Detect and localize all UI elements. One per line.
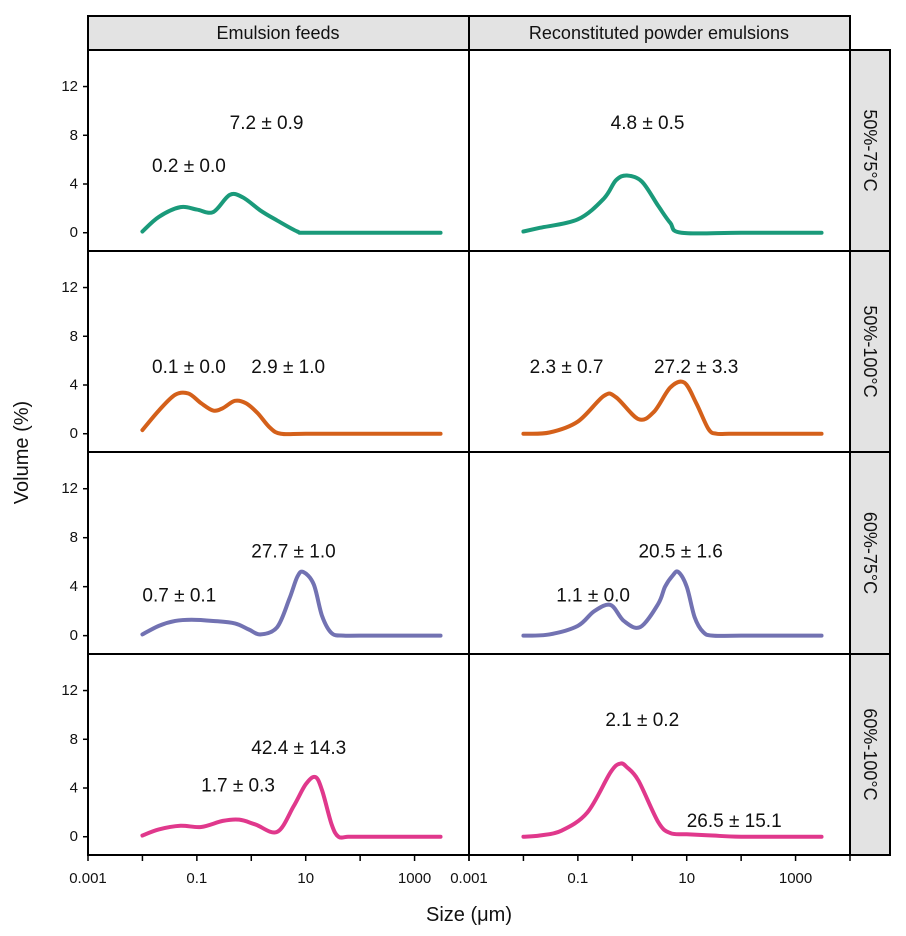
peak-annotation: 0.1 ± 0.0 <box>152 357 226 378</box>
row-strip-60-100: 60%-100°C <box>849 653 891 856</box>
y-tick-label: 8 <box>70 127 78 144</box>
y-tick-label: 4 <box>70 377 78 394</box>
row-strip-label: 60%-75°C <box>860 512 880 594</box>
y-tick-label: 0 <box>70 224 78 241</box>
y-tick-label: 0 <box>70 425 78 442</box>
row-strip-label: 60%-100°C <box>860 708 880 800</box>
y-tick-label: 8 <box>70 529 78 546</box>
distribution-curve <box>521 569 824 638</box>
y-tick-label: 4 <box>70 578 78 595</box>
x-tick-label: 0.001 <box>450 870 488 887</box>
y-tick-label: 4 <box>70 780 78 797</box>
peak-annotation: 1.1 ± 0.0 <box>556 585 630 606</box>
x-tick-label: 10 <box>678 870 695 887</box>
peak-annotation: 1.7 ± 0.3 <box>201 776 275 797</box>
x-tick-label: 1000 <box>779 870 812 887</box>
row-strip-60-75: 60%-75°C <box>849 451 891 655</box>
distribution-curve <box>140 191 443 235</box>
peak-annotation: 2.1 ± 0.2 <box>605 710 679 731</box>
distribution-curve <box>521 761 824 839</box>
row-strip-label: 50%-100°C <box>860 305 880 397</box>
y-axes: 0 4 8 12 0 4 8 12 0 4 8 12 0 4 8 12 <box>61 78 88 845</box>
row-strip-label: 50%-75°C <box>860 109 880 191</box>
distribution-curve <box>521 379 824 437</box>
peak-annotation: 42.4 ± 14.3 <box>251 738 346 759</box>
column-strip-label: Reconstituted powder emulsions <box>529 23 789 43</box>
column-strip-emulsion-feeds: Emulsion feeds <box>87 15 470 51</box>
distribution-curve <box>140 774 443 840</box>
peak-annotation: 2.3 ± 0.7 <box>530 357 604 378</box>
x-tick-label: 0.1 <box>567 870 588 887</box>
column-strip-reconstituted-powder-emulsions: Reconstituted powder emulsions <box>468 15 851 51</box>
y-tick-label: 12 <box>61 78 78 95</box>
distribution-curves <box>140 173 824 840</box>
peak-annotation: 0.2 ± 0.0 <box>152 156 226 177</box>
column-strip-label: Emulsion feeds <box>216 23 339 43</box>
y-tick-label: 8 <box>70 328 78 345</box>
y-tick-label: 12 <box>61 279 78 296</box>
x-tick-label: 0.1 <box>186 870 207 887</box>
x-axis-title: Size (μm) <box>426 904 512 926</box>
y-tick-label: 12 <box>61 480 78 497</box>
peak-annotation: 2.9 ± 1.0 <box>251 357 325 378</box>
y-tick-label: 8 <box>70 731 78 748</box>
peak-annotation: 27.7 ± 1.0 <box>251 541 335 562</box>
y-axis-title: Volume (%) <box>11 401 33 504</box>
distribution-curve <box>140 390 443 437</box>
row-strip-50-75: 50%-75°C <box>849 49 891 252</box>
y-tick-label: 4 <box>70 176 78 193</box>
x-tick-label: 0.001 <box>69 870 107 887</box>
y-tick-label: 12 <box>61 682 78 699</box>
peak-annotation: 4.8 ± 0.5 <box>611 113 685 134</box>
y-tick-label: 0 <box>70 828 78 845</box>
row-strip-50-100: 50%-100°C <box>849 250 891 453</box>
x-axes: 0.001 0.1 10 1000 0.001 0.1 10 1000 <box>69 855 851 887</box>
x-tick-label: 10 <box>297 870 314 887</box>
y-tick-label: 0 <box>70 627 78 644</box>
peak-annotation: 0.7 ± 0.1 <box>142 585 216 606</box>
peak-annotation: 27.2 ± 3.3 <box>654 357 738 378</box>
peak-annotation: 26.5 ± 15.1 <box>687 811 782 832</box>
peak-annotation: 7.2 ± 0.9 <box>230 113 304 134</box>
peak-annotation: 20.5 ± 1.6 <box>638 541 722 562</box>
peak-annotations: 0.2 ± 0.0 7.2 ± 0.9 4.8 ± 0.5 0.1 ± 0.0 2.9 … <box>142 113 781 832</box>
distribution-curve <box>140 569 443 638</box>
distribution-curve <box>521 173 824 236</box>
x-tick-label: 1000 <box>398 870 431 887</box>
